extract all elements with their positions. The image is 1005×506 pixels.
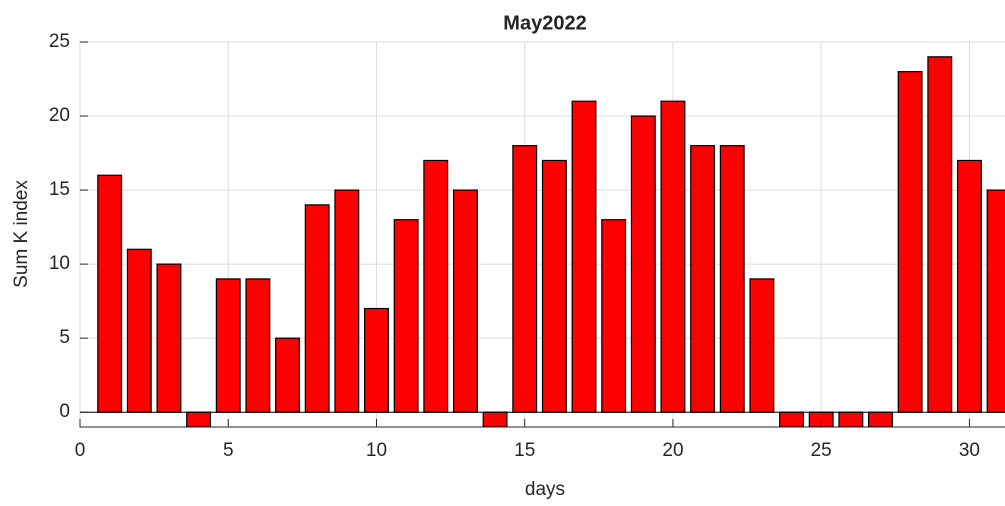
- y-tick-label: 15: [49, 179, 70, 200]
- bar: [364, 307, 389, 413]
- bar: [452, 189, 478, 413]
- bar: [630, 115, 656, 413]
- bar: [512, 145, 538, 413]
- chart-title: May2022: [503, 12, 586, 34]
- x-tick-label: 15: [514, 440, 535, 461]
- y-tick-label: 5: [59, 327, 70, 348]
- bar: [482, 411, 508, 427]
- x-tick-label: 25: [811, 440, 832, 461]
- bar: [719, 145, 745, 413]
- bar: [897, 71, 923, 413]
- bar: [927, 56, 953, 413]
- y-tick-label: 25: [49, 31, 70, 52]
- bar: [334, 189, 360, 413]
- bar: [868, 411, 893, 427]
- bar: [660, 100, 686, 413]
- y-tick-label: 0: [59, 401, 70, 422]
- bar: [601, 219, 627, 413]
- bar: [97, 174, 123, 413]
- x-tick-label: 5: [223, 440, 234, 461]
- bar: [779, 411, 804, 427]
- bar: [749, 278, 775, 413]
- bar: [423, 159, 449, 413]
- bar: [393, 219, 419, 413]
- bar: [245, 278, 271, 413]
- x-tick-label: 20: [662, 440, 683, 461]
- x-tick-label: 0: [75, 440, 86, 461]
- bar: [186, 411, 212, 427]
- bar: [838, 411, 864, 427]
- bar: [304, 204, 330, 413]
- bar: [690, 145, 716, 413]
- bar: [956, 159, 982, 413]
- x-tick-label: 10: [366, 440, 387, 461]
- bar: [156, 263, 182, 413]
- bar: [275, 337, 300, 413]
- bar: [126, 248, 152, 413]
- x-axis-label: days: [525, 479, 565, 500]
- bar: [986, 189, 1005, 413]
- y-tick-label: 10: [49, 253, 70, 274]
- bar: [571, 100, 597, 413]
- bar: [215, 278, 241, 413]
- x-tick-label: 30: [959, 440, 980, 461]
- bar: [541, 159, 567, 413]
- y-axis-label: Sum K index: [11, 180, 32, 288]
- y-tick-label: 20: [49, 105, 70, 126]
